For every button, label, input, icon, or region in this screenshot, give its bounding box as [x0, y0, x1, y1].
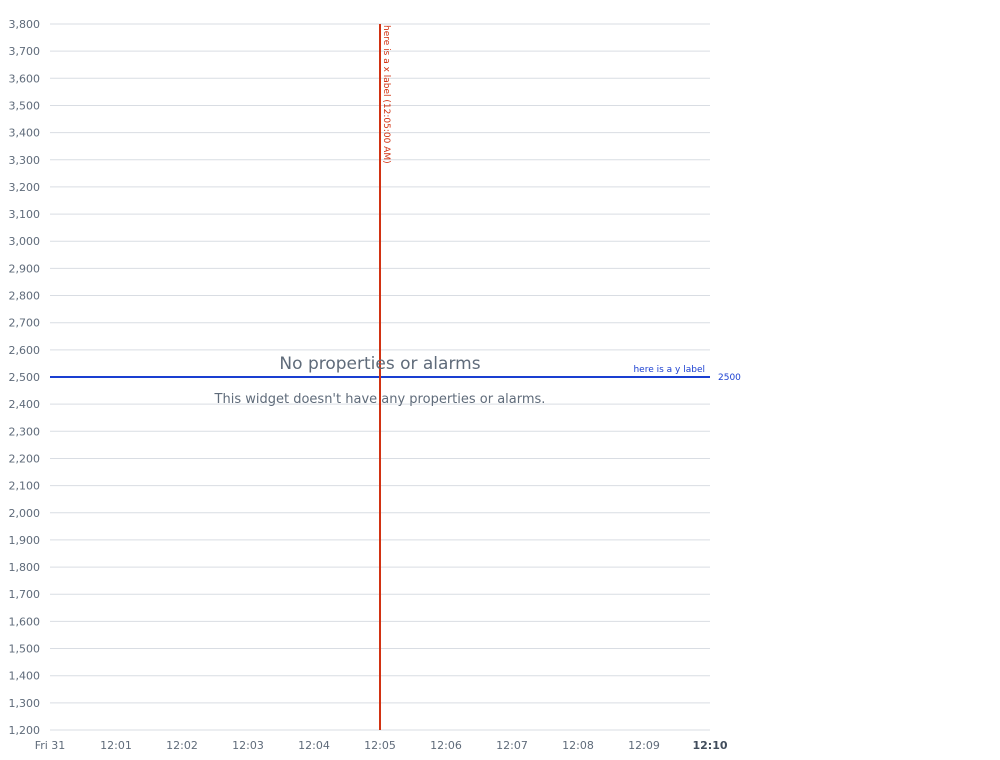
y-tick-label: 3,400 — [9, 127, 41, 140]
y-axis-ticks: 1,200 1,300 1,400 1,500 1,600 1,700 1,800 1,900… — [9, 18, 41, 737]
y-tick-label: 1,900 — [9, 534, 41, 547]
y-tick-label: 2,000 — [9, 507, 41, 520]
y-tick-label: 2,100 — [9, 480, 41, 493]
y-tick-label: 3,800 — [9, 18, 41, 31]
y-tick-label: 3,000 — [9, 235, 41, 248]
y-tick-label: 1,800 — [9, 561, 41, 574]
x-tick-label: 12:08 — [562, 739, 594, 752]
x-tick-label: 12:06 — [430, 739, 462, 752]
y-tick-label: 2,500 — [9, 371, 41, 384]
y-tick-label: 1,700 — [9, 588, 41, 601]
x-tick-label: 12:04 — [298, 739, 330, 752]
x-tick-label: 12:09 — [628, 739, 660, 752]
y-tick-label: 1,400 — [9, 670, 41, 683]
x-axis-ticks: Fri 31 12:01 12:02 12:03 12:04 12:05 12:06 12:0… — [35, 739, 728, 752]
y-tick-label: 3,200 — [9, 181, 41, 194]
x-tick-label: 12:05 — [364, 739, 396, 752]
x-tick-label: Fri 31 — [35, 739, 66, 752]
y-tick-label: 2,200 — [9, 452, 41, 465]
x-tick-label: 12:02 — [166, 739, 198, 752]
empty-state: No properties or alarms This widget does… — [214, 354, 546, 407]
y-threshold-label: here is a y label — [633, 365, 705, 375]
y-tick-label: 3,600 — [9, 72, 41, 85]
y-tick-label: 2,800 — [9, 290, 41, 303]
y-threshold-value: 2500 — [718, 373, 741, 383]
y-tick-label: 3,500 — [9, 99, 41, 112]
x-tick-label: 12:03 — [232, 739, 264, 752]
y-tick-label: 2,700 — [9, 317, 41, 330]
empty-state-message: This widget doesn't have any properties … — [214, 392, 546, 407]
empty-state-title: No properties or alarms — [279, 354, 480, 374]
y-tick-label: 3,300 — [9, 154, 41, 167]
x-tick-label: 12:07 — [496, 739, 528, 752]
y-tick-label: 1,500 — [9, 643, 41, 656]
x-threshold-label: here is a x label (12:05:00 AM) — [381, 25, 391, 164]
y-tick-label: 2,900 — [9, 262, 41, 275]
y-tick-label: 3,100 — [9, 208, 41, 221]
y-tick-label: 1,600 — [9, 615, 41, 628]
y-tick-label: 1,200 — [9, 724, 41, 737]
y-tick-label: 2,600 — [9, 344, 41, 357]
y-tick-label: 1,300 — [9, 697, 41, 710]
y-tick-label: 2,400 — [9, 398, 41, 411]
x-tick-label: 12:01 — [100, 739, 132, 752]
y-tick-label: 2,300 — [9, 425, 41, 438]
y-tick-label: 3,700 — [9, 45, 41, 58]
x-tick-label: 12:10 — [692, 739, 727, 752]
thresholds: here is a y label 2500 here is a x label (… — [50, 24, 741, 730]
